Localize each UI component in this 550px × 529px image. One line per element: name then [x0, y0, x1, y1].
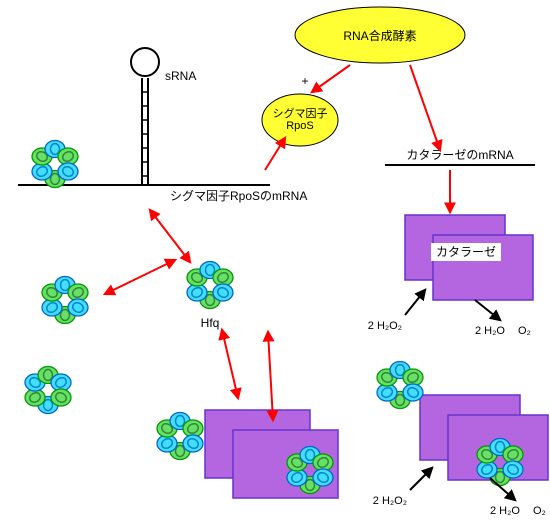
hfq-hexamer	[377, 362, 423, 409]
catalase-complex: カタラーゼ	[405, 215, 533, 300]
rna-polymerase-label: RNA合成酵素	[343, 28, 416, 43]
arrow	[105, 260, 175, 294]
plus-sign: +	[301, 74, 308, 88]
hfq-hexamer	[187, 262, 233, 309]
arrow	[222, 330, 238, 398]
arrow	[265, 138, 285, 170]
o2-out-lower: O₂	[533, 505, 546, 517]
hfq-hexamer	[157, 413, 203, 460]
arrow	[405, 290, 425, 315]
diagram-canvas: RNA合成酵素シグマ因子RpoS+sRNAシグマ因子RpoSのmRNAカタラーゼ…	[0, 0, 550, 529]
h2o-out-upper: 2 H₂O	[475, 325, 505, 337]
arrow	[410, 65, 440, 150]
catalase-label: カタラーゼ	[436, 245, 496, 259]
h2o-out-lower: 2 H₂O	[490, 505, 520, 517]
srna-label: sRNA	[165, 69, 196, 83]
arrow	[312, 65, 350, 92]
h2o2-in-lower: 2 H₂O₂	[373, 495, 407, 507]
h2o2-in-upper: 2 H₂O₂	[368, 320, 402, 332]
hfq-hexamer	[25, 367, 71, 414]
hfq-label: Hfq	[201, 316, 220, 330]
arrow	[268, 332, 273, 420]
o2-out-upper: O₂	[518, 325, 531, 337]
sigma-mrna-label: シグマ因子RpoSのmRNA	[170, 189, 307, 203]
arrow	[475, 300, 500, 320]
arrow	[410, 468, 432, 490]
catalase-mrna-label: カタラーゼのmRNA	[406, 148, 513, 162]
hfq-hexamer	[32, 141, 78, 188]
srna-loop	[131, 48, 159, 76]
hfq-hexamer	[42, 277, 88, 324]
arrow	[150, 210, 190, 262]
